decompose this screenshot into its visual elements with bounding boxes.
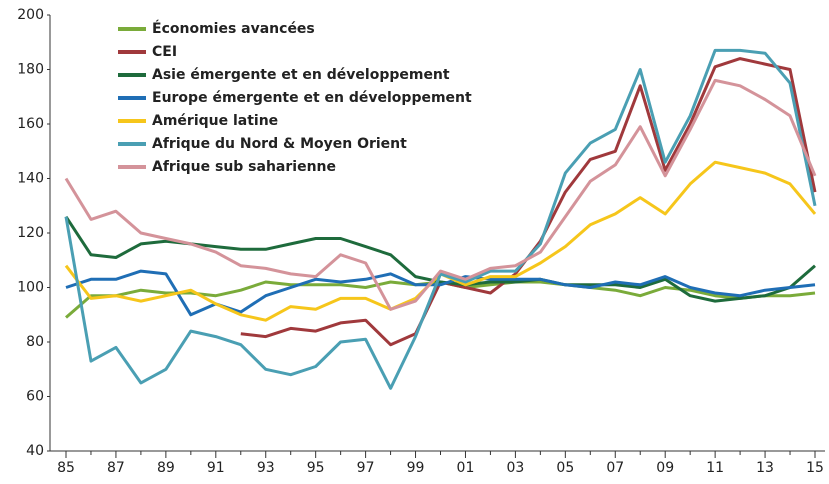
x-tick-label: 03: [506, 460, 524, 476]
series-line: [65, 269, 816, 317]
legend-label: Afrique sub saharienne: [152, 159, 336, 175]
y-tick-label: 100: [17, 280, 44, 296]
series-line: [64, 215, 816, 303]
legend-label: Économies avancées: [152, 20, 315, 37]
y-tick-label: 60: [26, 389, 44, 405]
legend-label: Asie émergente et en développement: [152, 67, 450, 83]
legend-label: Amérique latine: [152, 113, 278, 129]
series-line: [64, 48, 817, 390]
x-tick-label: 05: [556, 460, 574, 476]
x-tick-label: 09: [656, 460, 674, 476]
y-tick-label: 200: [17, 7, 44, 23]
x-tick-label: 07: [606, 460, 624, 476]
x-tick-label: 93: [257, 460, 275, 476]
x-tick-label: 99: [407, 460, 425, 476]
legend-label: CEI: [152, 44, 177, 60]
x-tick-label: 11: [706, 460, 724, 476]
y-tick-label: 40: [26, 443, 44, 459]
x-tick-label: 89: [157, 460, 175, 476]
x-tick-label: 87: [107, 460, 125, 476]
y-tick-label: 120: [17, 225, 44, 241]
y-tick-label: 160: [17, 116, 44, 132]
y-tick-label: 80: [26, 334, 44, 350]
x-tick-label: 13: [756, 460, 774, 476]
x-tick-label: 15: [806, 460, 824, 476]
y-tick-label: 140: [17, 171, 44, 187]
y-tick-label: 180: [17, 62, 44, 78]
series-line: [64, 78, 817, 311]
x-tick-label: 85: [57, 460, 75, 476]
x-tick-label: 01: [457, 460, 475, 476]
x-tick-label: 91: [207, 460, 225, 476]
x-tick-label: 97: [357, 460, 375, 476]
x-tick-label: 95: [307, 460, 325, 476]
legend-label: Europe émergente et en développement: [152, 90, 472, 106]
legend-label: Afrique du Nord & Moyen Orient: [152, 136, 407, 152]
